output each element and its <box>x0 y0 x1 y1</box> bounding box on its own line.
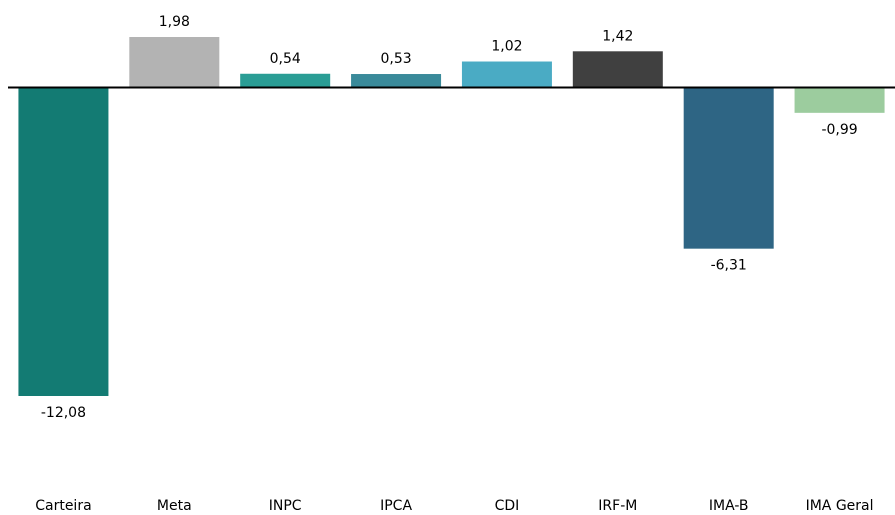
x-tick-label: Meta <box>157 498 192 514</box>
bar <box>794 87 885 113</box>
x-tick-label: IMA Geral <box>806 498 874 514</box>
value-label: -6,31 <box>711 258 747 274</box>
value-label: 0,54 <box>270 51 301 67</box>
value-label: 0,53 <box>380 51 411 67</box>
value-label: 1,02 <box>491 39 522 55</box>
bar <box>129 37 220 88</box>
x-tick-label: INPC <box>269 498 302 514</box>
x-tick-label: IRF-M <box>598 498 637 514</box>
bar <box>18 87 109 397</box>
x-tick-label: CDI <box>495 498 520 514</box>
value-label: 1,98 <box>159 14 190 30</box>
bar <box>572 51 663 88</box>
bar <box>461 61 552 88</box>
x-tick-label: IMA-B <box>709 498 749 514</box>
x-tick-label: IPCA <box>380 498 412 514</box>
value-label: -12,08 <box>41 405 86 421</box>
bar <box>351 74 442 88</box>
bar <box>240 73 331 88</box>
value-label: 1,42 <box>602 28 633 44</box>
bar <box>683 87 774 249</box>
x-tick-label: Carteira <box>35 498 91 514</box>
value-label: -0,99 <box>821 122 857 138</box>
